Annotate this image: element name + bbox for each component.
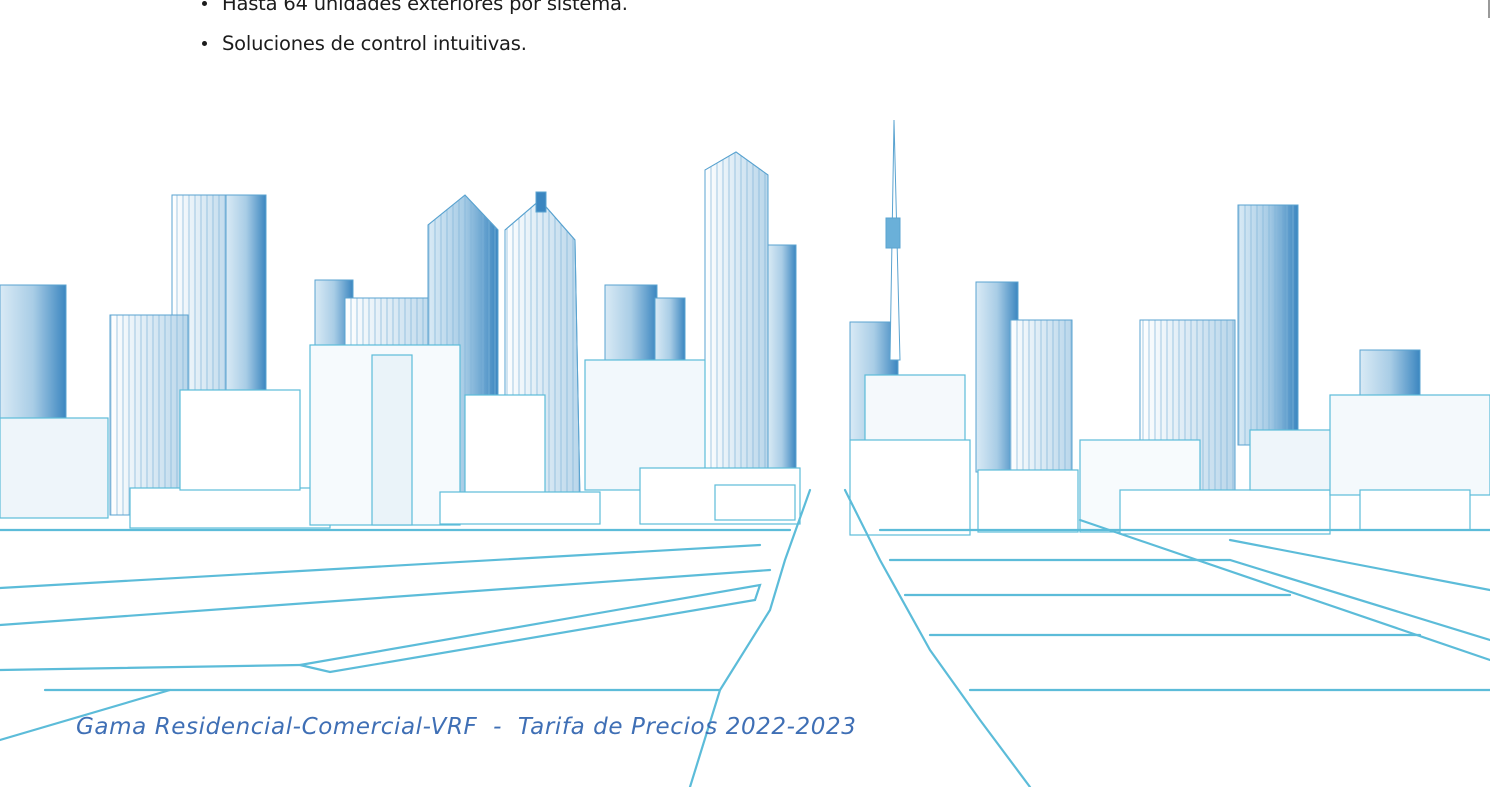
bullet-dot-icon [202,1,207,6]
bullet-dot-icon [202,41,207,46]
feature-bullet-list: Hasta 64 unidades exteriores por sistema… [200,0,628,64]
page-edge-marker [1488,0,1490,18]
bullet-item: Hasta 64 unidades exteriores por sistema… [200,0,628,24]
bullet-item: Soluciones de control intuitivas. [200,24,628,64]
footer-caption: Gama Residencial-Comercial-VRF - Tarifa … [76,714,857,740]
